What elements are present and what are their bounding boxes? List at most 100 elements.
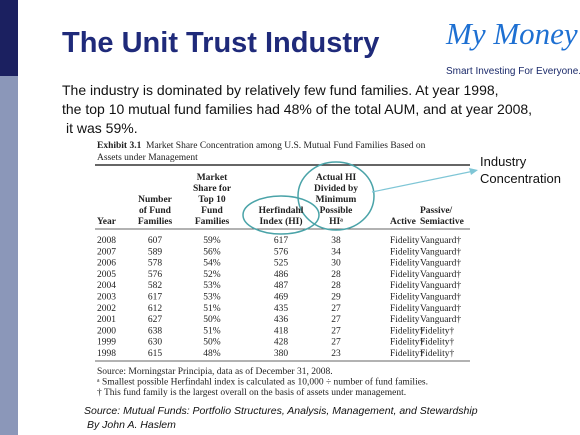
logo-name: My Money xyxy=(445,16,578,51)
table-cell: 576 xyxy=(148,270,163,280)
table-cell: Vanguard† xyxy=(420,247,461,257)
table-cell: 50% xyxy=(203,338,221,348)
column-header: Market xyxy=(197,173,228,183)
table-cell: Vanguard† xyxy=(420,293,461,303)
table-cell: 380 xyxy=(274,349,289,359)
table-cell: 578 xyxy=(148,259,163,269)
slide-title: The Unit Trust Industry xyxy=(62,27,379,59)
footnote: Source: Morningstar Principia, data as o… xyxy=(97,366,333,377)
table-cell: 487 xyxy=(274,281,289,291)
column-header: Passive/ xyxy=(420,206,453,216)
exhibit-label: Exhibit 3.1 xyxy=(97,141,142,151)
table-cell: Fidelity† xyxy=(420,338,455,348)
table-cell: 582 xyxy=(148,281,163,291)
annotation: Industry xyxy=(480,154,527,169)
table-cell: 28 xyxy=(331,281,341,291)
table-cell: 2006 xyxy=(97,259,116,269)
table-cell: 38 xyxy=(331,236,341,246)
column-header: Divided by xyxy=(314,184,358,194)
column-header: Actual HI xyxy=(316,173,357,183)
column-header: Year xyxy=(97,217,117,227)
table-cell: 23 xyxy=(331,349,341,359)
logo-tagline: Smart Investing For Everyone. xyxy=(446,66,580,77)
column-header: Minimum xyxy=(316,195,357,205)
table-cell: 28 xyxy=(331,270,341,280)
table-cell: 418 xyxy=(274,326,289,336)
exhibit-caption: Assets under Management xyxy=(97,153,198,163)
footnote: ᵃ Smallest possible Herfindahl index is … xyxy=(97,377,428,388)
column-header: of Fund xyxy=(139,206,172,216)
table-cell: 617 xyxy=(274,236,289,246)
column-header: Index (HI) xyxy=(259,216,302,227)
table-cell: 48% xyxy=(203,349,221,359)
column-header: Families xyxy=(138,217,173,227)
table-cell: Fidelity† xyxy=(390,338,425,348)
table-cell: 53% xyxy=(203,293,221,303)
table-cell: 1998 xyxy=(97,349,116,359)
table-cell: 638 xyxy=(148,326,163,336)
column-header: Active xyxy=(390,217,416,227)
column-header: Top 10 xyxy=(198,195,226,205)
table-cell: Fidelity† xyxy=(420,349,455,359)
table-cell: 617 xyxy=(148,293,163,303)
intro-line: it was 59%. xyxy=(66,120,138,136)
highlight-ellipse xyxy=(242,195,320,235)
table-cell: Vanguard† xyxy=(420,281,461,291)
footnote: † This fund family is the largest overal… xyxy=(97,387,406,398)
table-cell: 2003 xyxy=(97,293,116,303)
table-cell: Vanguard† xyxy=(420,270,461,280)
table-cell: Fidelity† xyxy=(420,326,455,336)
table-cell: 51% xyxy=(203,326,221,336)
table-cell: 2000 xyxy=(97,326,116,336)
table-cell: 50% xyxy=(203,315,221,325)
table-cell: 53% xyxy=(203,281,221,291)
table-cell: Vanguard† xyxy=(420,304,461,314)
column-header: Herfindahl xyxy=(259,206,304,216)
intro-line: The industry is dominated by relatively … xyxy=(62,82,499,98)
table-cell: Vanguard† xyxy=(420,259,461,269)
annotation: Concentration xyxy=(480,171,561,186)
table-cell: Fidelity xyxy=(390,247,420,257)
table-cell: 56% xyxy=(203,247,221,257)
intro-line: the top 10 mutual fund families had 48% … xyxy=(62,101,532,117)
table-cell: 435 xyxy=(274,304,289,314)
side-bar xyxy=(0,76,18,435)
table-cell: 27 xyxy=(331,338,341,348)
table-cell: 30 xyxy=(331,259,341,269)
table-cell: Vanguard† xyxy=(420,315,461,325)
column-header: HIᵃ xyxy=(329,217,343,227)
exhibit-caption: Market Share Concentration among U.S. Mu… xyxy=(146,141,426,151)
table-cell: 469 xyxy=(274,293,289,303)
table-cell: 436 xyxy=(274,315,289,325)
annotation-arrowhead xyxy=(469,168,478,175)
table-cell: Fidelity xyxy=(390,304,420,314)
table-cell: Fidelity xyxy=(390,236,420,246)
table-cell: Fidelity xyxy=(390,293,420,303)
highlight-ellipse xyxy=(297,161,375,231)
source: Source: Mutual Funds: Portfolio Structur… xyxy=(84,405,478,417)
table-cell: 525 xyxy=(274,259,289,269)
table-cell: 27 xyxy=(331,326,341,336)
column-header: Semiactive xyxy=(420,217,464,227)
table-cell: Fidelity xyxy=(390,281,420,291)
side-bar-top xyxy=(0,0,18,76)
table-cell: 54% xyxy=(203,259,221,269)
table-cell: 627 xyxy=(148,315,163,325)
table-cell: 27 xyxy=(331,304,341,314)
table-cell: 2005 xyxy=(97,270,116,280)
table-cell: 27 xyxy=(331,315,341,325)
table-cell: Fidelity xyxy=(390,270,420,280)
annotation-arrow xyxy=(371,170,475,193)
table-cell: 615 xyxy=(148,349,163,359)
column-header: Fund xyxy=(201,206,223,216)
table-cell: 612 xyxy=(148,304,163,314)
table-cell: 630 xyxy=(148,338,163,348)
table-cell: Vanguard† xyxy=(420,236,461,246)
table-cell: 2008 xyxy=(97,236,116,246)
column-header: Share for xyxy=(193,184,232,194)
table-cell: Fidelity† xyxy=(390,349,425,359)
table-cell: Fidelity xyxy=(390,259,420,269)
table-cell: 2001 xyxy=(97,315,116,325)
table-cell: 589 xyxy=(148,247,163,257)
